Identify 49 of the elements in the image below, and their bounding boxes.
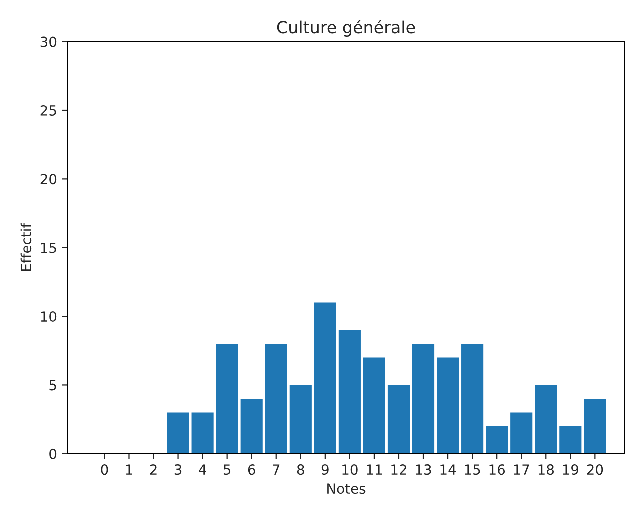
- bar: [412, 344, 435, 454]
- x-tick-label: 18: [538, 464, 554, 476]
- x-tick-label: 11: [367, 464, 382, 475]
- x-tick-label: 12: [392, 464, 406, 475]
- x-tick-label: 3: [174, 464, 182, 476]
- bar: [216, 344, 238, 454]
- bar: [535, 385, 558, 454]
- x-tick-label: 16: [490, 464, 506, 476]
- x-tick-label: 2: [150, 464, 157, 475]
- x-tick-label: 1: [126, 464, 132, 475]
- x-tick-label: 20: [587, 464, 604, 476]
- bar: [584, 398, 606, 454]
- x-tick-label: 19: [563, 464, 579, 476]
- x-tick-label: 6: [248, 464, 256, 476]
- y-tick-label: 0: [50, 448, 57, 460]
- x-tick-label: 7: [273, 464, 280, 475]
- x-tick-label: 4: [199, 464, 206, 475]
- y-tick-label: 10: [41, 312, 57, 322]
- bar: [314, 302, 336, 454]
- bar: [290, 385, 312, 454]
- bar: [240, 398, 263, 454]
- bar: [338, 330, 361, 454]
- bar: [192, 412, 214, 454]
- y-axis-title: Effectif: [20, 223, 32, 271]
- y-tick-label: 25: [40, 105, 56, 116]
- bar: [388, 385, 410, 454]
- bar: [462, 344, 484, 454]
- bar: [265, 344, 288, 454]
- x-tick-label: 0: [101, 464, 108, 476]
- bar: [486, 426, 508, 454]
- x-tick-label: 15: [465, 464, 480, 476]
- x-tick-label: 17: [514, 464, 530, 475]
- bar: [437, 358, 460, 454]
- x-tick-label: 13: [416, 464, 432, 476]
- y-tick-label: 30: [40, 36, 57, 48]
- x-tick-label: 8: [297, 464, 304, 476]
- y-tick-label: 5: [50, 380, 56, 391]
- chart-title: Culture générale: [277, 20, 416, 37]
- bar: [363, 358, 386, 454]
- y-tick-label: 15: [41, 243, 56, 254]
- x-tick-label: 9: [322, 464, 329, 476]
- x-axis-title: Notes: [328, 484, 366, 494]
- bar: [560, 426, 582, 454]
- x-tick-label: 5: [224, 464, 231, 476]
- bar: [510, 412, 533, 454]
- bar: [167, 412, 190, 454]
- x-tick-label: 10: [342, 464, 358, 476]
- y-tick-label: 20: [40, 174, 57, 185]
- x-tick-label: 14: [440, 464, 456, 475]
